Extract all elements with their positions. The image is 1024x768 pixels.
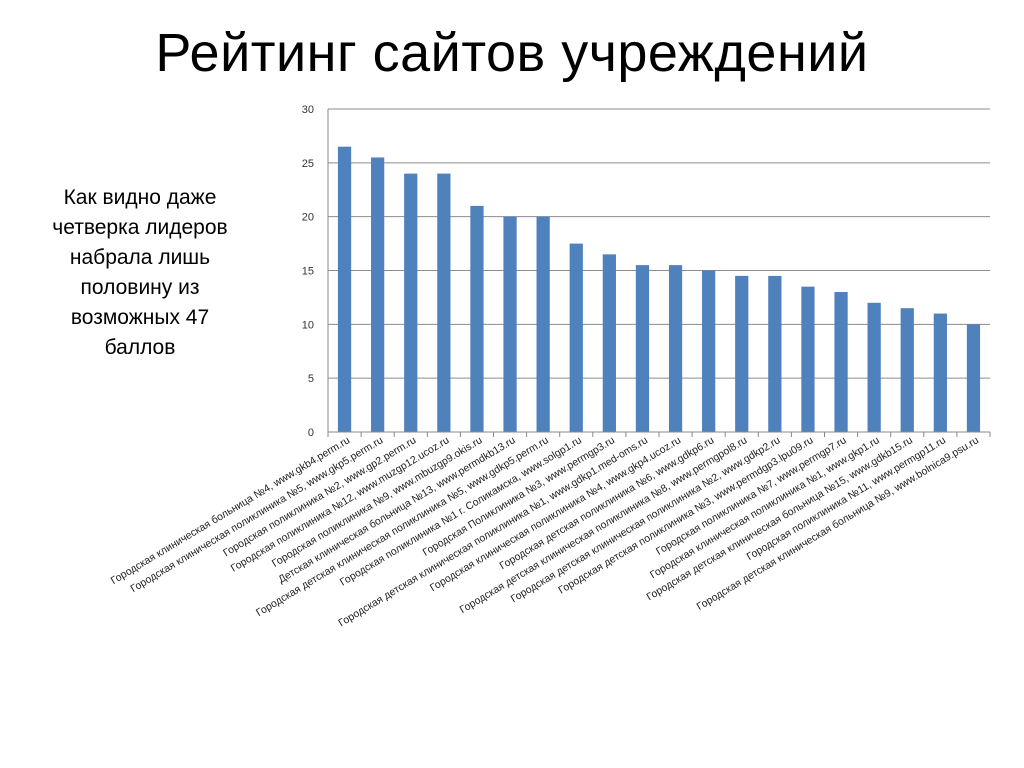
bar — [404, 173, 418, 432]
y-tick-label: 10 — [302, 319, 314, 331]
bar — [668, 265, 683, 432]
bar — [768, 275, 782, 432]
bar — [337, 146, 352, 432]
bar — [900, 308, 914, 432]
bar — [536, 216, 550, 432]
bar — [437, 173, 451, 432]
y-tick-label: 0 — [308, 427, 314, 439]
bar — [635, 265, 650, 432]
side-note: Как видно даже четверка лидеров набрала … — [52, 186, 228, 359]
bar — [801, 286, 815, 432]
bar — [602, 254, 616, 432]
bar — [933, 313, 947, 432]
bar — [702, 270, 716, 432]
y-tick-label: 25 — [302, 158, 314, 170]
y-tick-label: 30 — [302, 104, 314, 116]
bar — [503, 216, 517, 432]
y-tick-label: 20 — [302, 212, 314, 224]
y-tick-label: 5 — [308, 373, 314, 385]
bar — [867, 302, 881, 432]
y-tick-label: 15 — [302, 266, 314, 278]
bar — [735, 275, 749, 432]
bar — [966, 324, 981, 432]
bar — [470, 205, 484, 432]
bar — [569, 243, 583, 432]
slide-title: Рейтинг сайтов учреждений — [155, 23, 869, 83]
bar — [834, 292, 848, 432]
bar — [371, 157, 385, 432]
